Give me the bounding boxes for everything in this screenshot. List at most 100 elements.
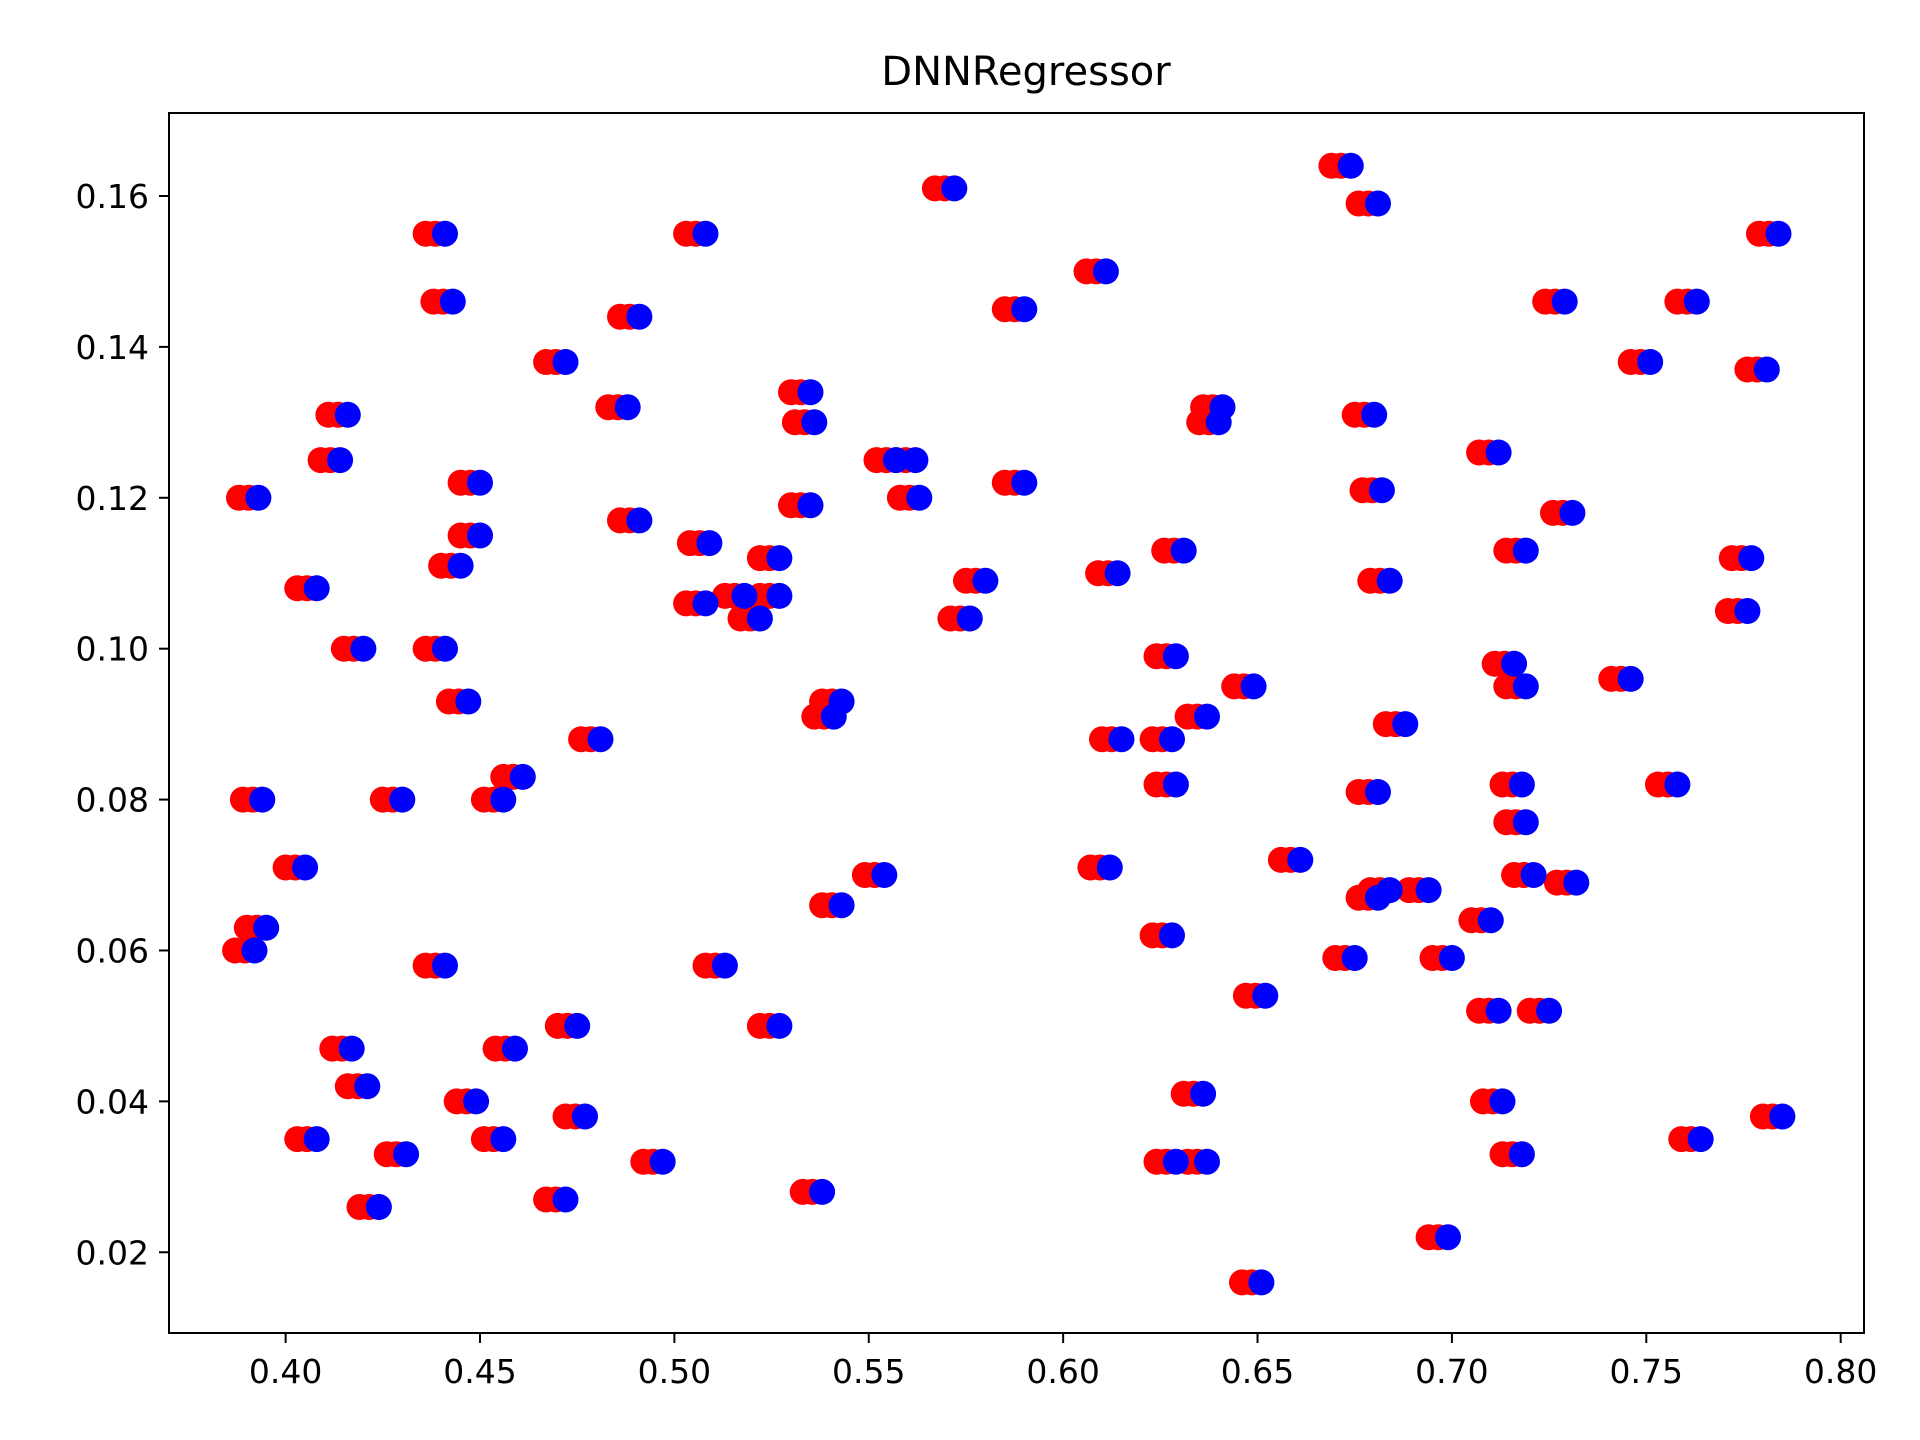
data-point-s1-92 xyxy=(1438,945,1465,971)
data-point-s1-68 xyxy=(1170,537,1197,564)
data-point-s1-17 xyxy=(432,635,458,662)
data-point-s1-16 xyxy=(439,288,466,315)
data-point-s1-23 xyxy=(490,786,517,813)
data-point-s1-86 xyxy=(1365,779,1391,805)
y-tick-label: 0.08 xyxy=(76,781,149,820)
data-point-s1-27 xyxy=(463,1088,490,1115)
data-point-s1-20 xyxy=(467,469,493,496)
data-point-s1-2 xyxy=(253,914,280,941)
chart-title: DNNRegressor xyxy=(881,49,1171,95)
data-point-s1-36 xyxy=(649,1148,676,1175)
data-point-s1-91 xyxy=(1415,877,1442,904)
data-point-s1-12 xyxy=(365,1194,392,1220)
data-point-s1-76 xyxy=(1209,394,1236,421)
data-point-s1-30 xyxy=(552,1186,579,1213)
data-point-s1-44 xyxy=(766,545,793,572)
data-point-s1-55 xyxy=(902,447,929,474)
data-point-s1-96 xyxy=(1485,997,1512,1024)
data-point-s1-110 xyxy=(1637,349,1664,375)
data-point-s1-117 xyxy=(1765,220,1792,247)
x-tick-label: 0.75 xyxy=(1610,1352,1683,1391)
y-tick-label: 0.06 xyxy=(76,931,149,970)
data-point-s1-80 xyxy=(1287,846,1314,873)
data-point-s1-102 xyxy=(1512,809,1539,836)
data-point-s1-60 xyxy=(1011,296,1038,323)
data-point-s1-77 xyxy=(1240,673,1267,700)
data-point-s1-100 xyxy=(1512,537,1539,564)
data-point-s1-106 xyxy=(1551,288,1578,315)
data-point-s1-0 xyxy=(245,484,272,511)
data-point-s1-42 xyxy=(746,605,773,632)
data-point-s1-35 xyxy=(626,507,653,534)
data-point-s1-107 xyxy=(1559,499,1586,526)
data-point-s1-115 xyxy=(1734,598,1761,624)
data-point-s1-31 xyxy=(572,1103,598,1130)
data-point-s1-98 xyxy=(1501,650,1528,677)
data-point-s1-14 xyxy=(393,1141,420,1168)
y-tick-label: 0.02 xyxy=(76,1233,149,1272)
y-tick-label: 0.16 xyxy=(76,177,149,216)
data-point-s1-25 xyxy=(502,1035,528,1062)
data-point-s1-71 xyxy=(1162,1148,1189,1175)
data-point-s1-8 xyxy=(334,401,361,428)
data-point-s1-108 xyxy=(1563,869,1590,896)
data-point-s1-74 xyxy=(1194,1148,1220,1175)
data-point-s1-9 xyxy=(350,635,377,662)
data-point-s1-116 xyxy=(1753,356,1780,383)
data-point-s1-49 xyxy=(809,1178,836,1205)
data-point-s1-82 xyxy=(1341,945,1368,971)
data-point-s1-90 xyxy=(1392,711,1419,738)
data-point-s1-38 xyxy=(696,530,723,557)
data-point-s1-59 xyxy=(972,567,999,594)
data-point-s1-103 xyxy=(1520,862,1547,888)
x-tick-label: 0.55 xyxy=(832,1352,905,1391)
data-point-s1-72 xyxy=(1190,1080,1217,1107)
data-point-s1-3 xyxy=(241,937,268,964)
data-point-s1-48 xyxy=(797,492,824,519)
data-point-s1-93 xyxy=(1435,1224,1461,1251)
data-point-s1-1 xyxy=(249,786,276,813)
y-tick-label: 0.10 xyxy=(76,630,149,669)
data-point-s1-4 xyxy=(292,854,319,881)
data-point-s1-34 xyxy=(626,303,653,330)
data-point-s1-95 xyxy=(1485,439,1512,466)
data-point-s1-45 xyxy=(766,1012,793,1039)
data-point-s1-94 xyxy=(1477,907,1504,934)
data-point-s1-97 xyxy=(1489,1088,1516,1115)
data-point-s1-54 xyxy=(883,447,909,474)
data-point-s1-111 xyxy=(1664,771,1691,798)
data-point-s1-112 xyxy=(1683,288,1710,315)
x-tick-label: 0.45 xyxy=(443,1352,516,1391)
x-tick-label: 0.65 xyxy=(1221,1352,1294,1391)
data-point-s1-40 xyxy=(711,952,738,979)
data-point-s1-19 xyxy=(432,952,458,979)
data-point-s1-88 xyxy=(1376,877,1403,904)
plot-frame xyxy=(168,112,1865,1334)
data-point-s1-66 xyxy=(1159,726,1185,753)
x-tick-label: 0.50 xyxy=(638,1352,711,1391)
data-point-s1-43 xyxy=(766,582,793,609)
data-point-s1-83 xyxy=(1365,190,1391,217)
axes-layer: 0.40 0.45 0.50 0.55 0.60 0.65 0.70 0.75 0.80 0.02… xyxy=(76,112,1877,1391)
data-point-s1-41 xyxy=(731,582,758,609)
data-point-s1-69 xyxy=(1162,771,1189,798)
data-point-s1-79 xyxy=(1248,1269,1275,1296)
y-tick-label: 0.12 xyxy=(76,479,149,518)
data-point-s1-84 xyxy=(1361,401,1388,428)
data-point-s1-104 xyxy=(1508,1141,1535,1168)
data-point-s1-61 xyxy=(1011,469,1038,496)
data-point-s1-81 xyxy=(1337,152,1364,179)
data-point-s1-26 xyxy=(490,1126,517,1153)
data-point-s1-15 xyxy=(432,220,458,247)
data-point-s1-51 xyxy=(820,703,847,730)
data-point-s1-24 xyxy=(509,763,536,790)
data-point-s1-109 xyxy=(1617,665,1644,692)
x-tick-label: 0.40 xyxy=(249,1352,322,1391)
data-point-s1-78 xyxy=(1252,982,1279,1009)
data-point-s1-10 xyxy=(338,1035,365,1062)
data-point-s1-65 xyxy=(1108,726,1135,753)
data-point-s1-6 xyxy=(303,1126,330,1153)
data-point-s1-21 xyxy=(467,522,493,549)
data-point-s1-118 xyxy=(1769,1103,1796,1130)
